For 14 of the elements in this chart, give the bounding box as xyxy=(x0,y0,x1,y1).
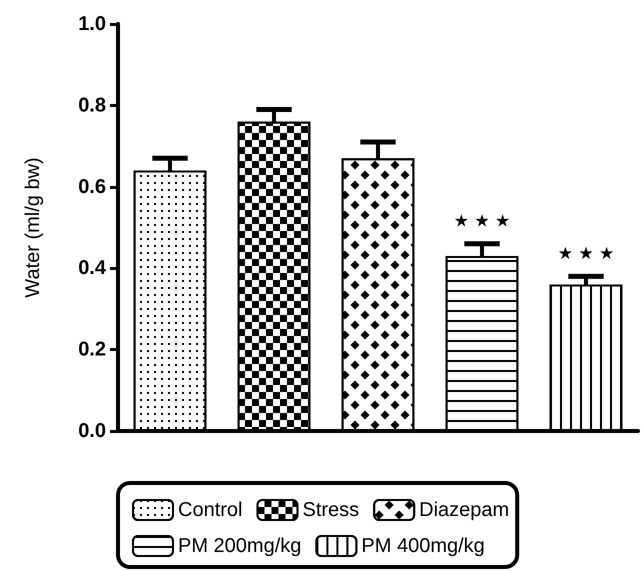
y-tick-label: 0.8 xyxy=(78,94,106,116)
legend-label: PM 400mg/kg xyxy=(361,535,485,557)
y-tick-label: 0.6 xyxy=(78,176,106,198)
y-axis-title: Water (ml/g bw) xyxy=(22,157,44,298)
y-tick-label: 0.0 xyxy=(78,420,106,442)
data-label: ★ ★ ★ xyxy=(558,244,614,264)
data-label: ★ ★ ★ xyxy=(454,211,510,232)
legend-label: Diazepam xyxy=(419,499,510,521)
y-tick-label: 0.2 xyxy=(78,338,106,361)
legend-label: Stress xyxy=(302,499,360,521)
legend-label: Control xyxy=(178,499,242,521)
legend-label: PM 200mg/kg xyxy=(178,535,302,557)
y-tick-label: 0.4 xyxy=(78,257,107,280)
y-tick-label: 1.0 xyxy=(78,13,106,35)
